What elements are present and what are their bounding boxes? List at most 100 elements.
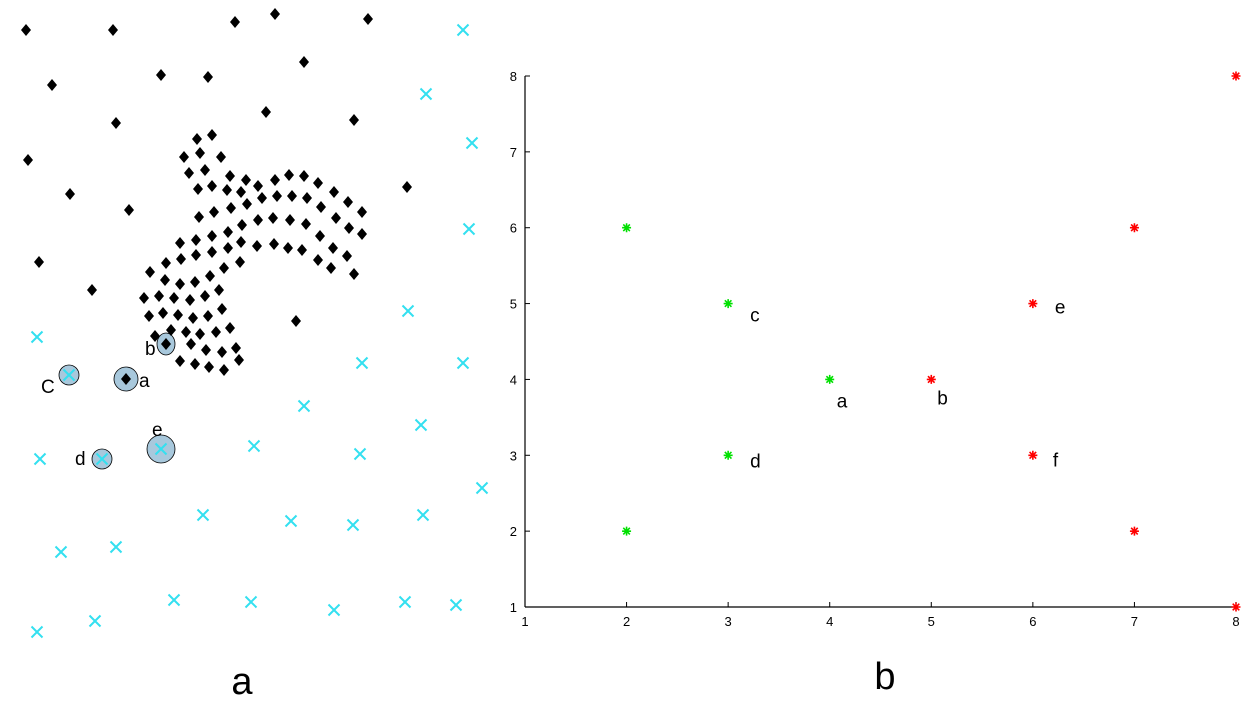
panel-a-black-point <box>154 290 164 302</box>
asterisk-marker <box>1129 526 1139 536</box>
panel-a-point-label-a: a <box>139 371 150 392</box>
panel-a-black-point <box>190 276 200 288</box>
panel-a-black-point <box>175 278 185 290</box>
panel-a-black-point <box>184 167 194 179</box>
panel-a-cyan-point <box>167 593 181 607</box>
panel-a-cyan-point <box>54 545 68 559</box>
asterisk-marker <box>1028 450 1038 460</box>
panel-a-black-point <box>299 56 309 68</box>
asterisk-marker <box>622 526 632 536</box>
panel-a-cyan-point <box>88 614 102 628</box>
panel-a-black-point <box>219 364 229 376</box>
panel-a-black-point <box>357 206 367 218</box>
panel-a-black-point <box>231 342 241 354</box>
panel-a-black-point <box>21 24 31 36</box>
asterisk-marker <box>825 374 835 384</box>
panel-b-point <box>1129 526 1139 536</box>
panel-b-point-label-d: d <box>750 451 761 472</box>
panel-b-point <box>825 374 835 384</box>
panel-a-black-point <box>217 346 227 358</box>
panel-a-black-point <box>226 202 236 214</box>
panel-a-black-point <box>299 170 309 182</box>
panel-b-point <box>1129 223 1139 233</box>
panel-a-black-point <box>349 114 359 126</box>
panel-a-black-point <box>219 262 229 274</box>
panel-a-point-label-c: C <box>41 377 55 398</box>
panel-a-cyan-point <box>419 87 433 101</box>
panel-a-black-point <box>253 214 263 226</box>
asterisk-marker <box>1231 602 1241 612</box>
panel-a-point-label-e: e <box>152 420 163 441</box>
panel-a-black-point <box>209 206 219 218</box>
panel-a-black-point <box>349 268 359 280</box>
y-tick-label: 6 <box>510 221 517 236</box>
panel-a-cyan-point <box>398 595 412 609</box>
panel-a-cyan-point <box>355 356 369 370</box>
panel-a-black-point <box>253 180 263 192</box>
panel-a-black-point <box>302 192 312 204</box>
panel-a-black-point <box>186 338 196 350</box>
panel-b-point-label-b: b <box>937 388 948 409</box>
panel-a-black-point <box>179 151 189 163</box>
panel-a-black-point <box>363 13 373 25</box>
panel-a-black-point <box>270 174 280 186</box>
panel-a-black-point <box>160 274 170 286</box>
panel-a-black-point <box>284 169 294 181</box>
panel-a-black-point <box>191 234 201 246</box>
x-tick-label: 5 <box>928 614 935 629</box>
panel-a-cyan-point <box>30 625 44 639</box>
panel-a-cyan-point <box>284 514 298 528</box>
panel-a-black-point <box>193 183 203 195</box>
panel-a-black-point <box>87 284 97 296</box>
y-tick-label: 3 <box>510 448 517 463</box>
panel-a-black-point <box>111 117 121 129</box>
y-tick-label: 7 <box>510 145 517 160</box>
panel-a-black-point <box>121 373 131 385</box>
panel-a-black-point <box>207 230 217 242</box>
panel-a-black-point <box>223 242 233 254</box>
panel-a-black-point <box>297 244 307 256</box>
panel-a-black-point <box>158 307 168 319</box>
panel-b-point-label-c: c <box>750 306 760 327</box>
panel-b-point <box>1028 299 1038 309</box>
x-tick-label: 6 <box>1029 614 1036 629</box>
panel-b-point <box>1028 450 1038 460</box>
panel-a-black-point <box>145 266 155 278</box>
panel-a-black-point <box>216 151 226 163</box>
panel-a-black-point <box>200 164 210 176</box>
panel-a-black-point <box>166 324 176 336</box>
panel-a-black-point <box>47 79 57 91</box>
x-tick-label: 2 <box>623 614 630 629</box>
panel-b-scatter: 1 2 3 4 5 6 7 8 1 2 3 4 5 6 7 8 c a d e b f <box>510 69 1241 629</box>
y-tick-label: 8 <box>510 69 517 84</box>
panel-a-black-point <box>357 228 367 240</box>
panel-b-point <box>622 526 632 536</box>
panel-a-black-point <box>195 147 205 159</box>
panel-a-black-point <box>285 214 295 226</box>
panel-a-cyan-point <box>62 368 76 382</box>
x-tick-label: 1 <box>521 614 528 629</box>
panel-a-cyan-point <box>456 23 470 37</box>
x-tick-label: 8 <box>1232 614 1239 629</box>
panel-a-cyan-point <box>414 418 428 432</box>
panel-a-cyan-point <box>346 518 360 532</box>
panel-a-black-point <box>225 170 235 182</box>
asterisk-marker <box>723 450 733 460</box>
panel-a-cyan-point <box>247 439 261 453</box>
panel-a-black-point <box>207 180 217 192</box>
panel-a-black-point <box>225 322 235 334</box>
panel-a-black-point <box>268 212 278 224</box>
panel-a-cyan-point <box>475 481 489 495</box>
panel-a-black-point <box>161 257 171 269</box>
panel-a-black-point <box>230 16 240 28</box>
x-tick-label: 4 <box>826 614 833 629</box>
panel-a-point-label-d: d <box>75 449 86 470</box>
panel-a-black-point <box>234 354 244 366</box>
panel-a-black-point <box>235 256 245 268</box>
asterisk-marker <box>926 374 936 384</box>
y-tick-label: 4 <box>510 372 517 387</box>
panel-a-black-point <box>200 290 210 302</box>
panel-a-cyan-point <box>33 452 47 466</box>
panel-a-black-point <box>23 154 33 166</box>
panel-a-black-point <box>261 106 271 118</box>
